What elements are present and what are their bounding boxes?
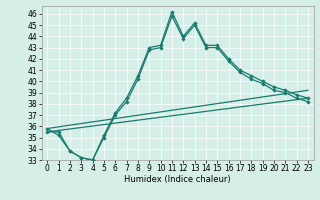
X-axis label: Humidex (Indice chaleur): Humidex (Indice chaleur) (124, 175, 231, 184)
